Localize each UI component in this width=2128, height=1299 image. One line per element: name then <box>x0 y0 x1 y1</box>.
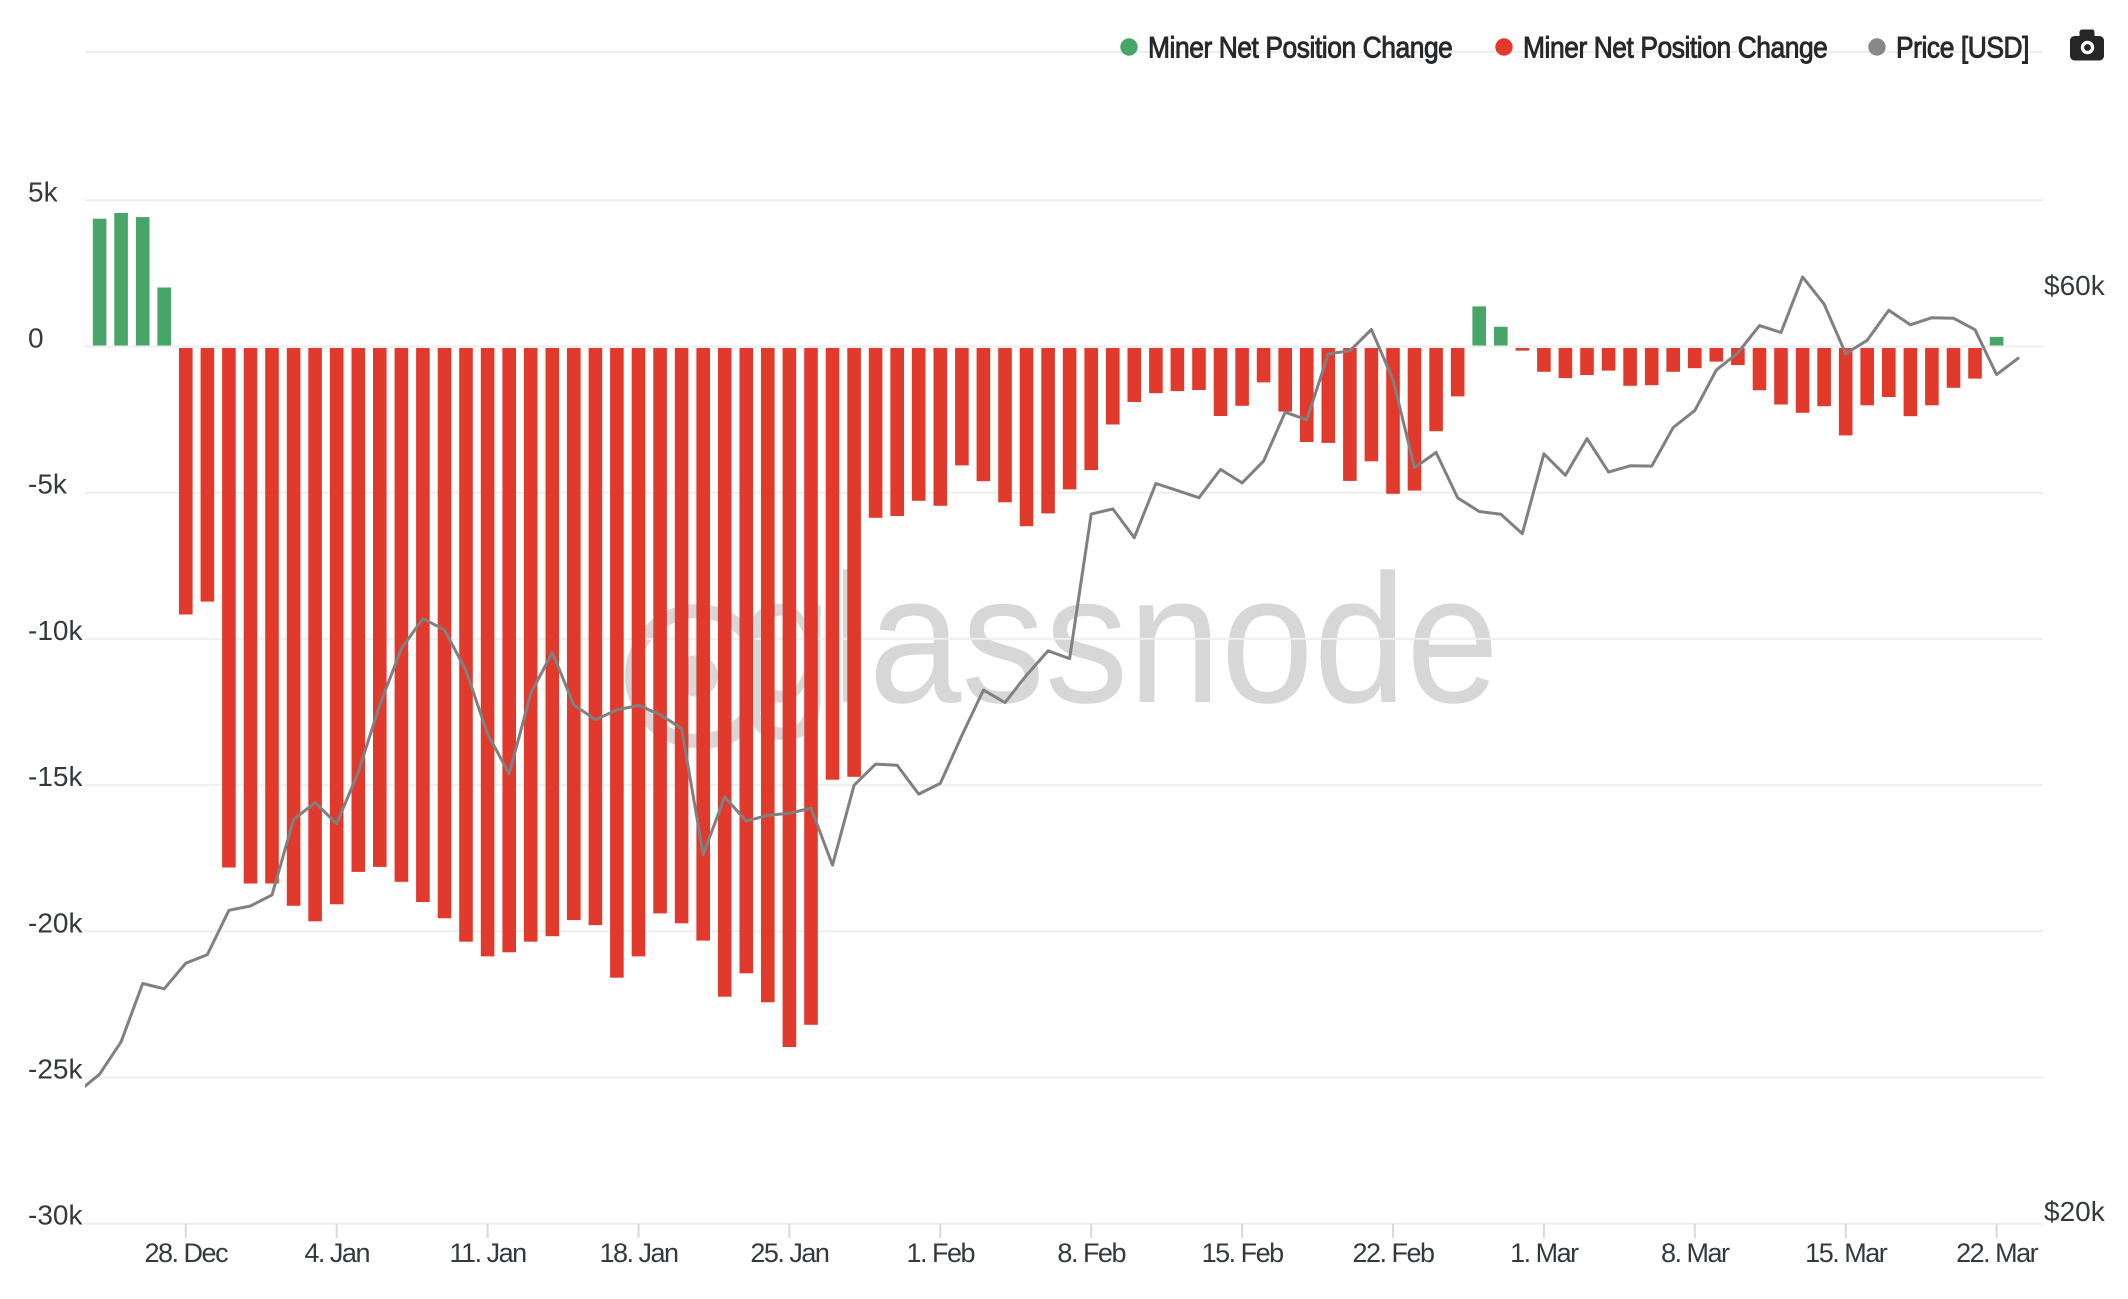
svg-text:$20k: $20k <box>2044 1196 2106 1227</box>
svg-text:22. Feb: 22. Feb <box>1352 1238 1434 1268</box>
svg-text:-10k: -10k <box>28 615 83 646</box>
svg-text:8. Feb: 8. Feb <box>1057 1238 1125 1268</box>
svg-text:22. Mar: 22. Mar <box>1956 1238 2039 1268</box>
svg-text:0: 0 <box>28 323 44 354</box>
svg-text:-30k: -30k <box>28 1200 83 1231</box>
svg-text:28. Dec: 28. Dec <box>145 1238 229 1268</box>
svg-text:Miner Net Position Change: Miner Net Position Change <box>1148 30 1452 64</box>
svg-text:-15k: -15k <box>28 761 83 792</box>
svg-text:-25k: -25k <box>28 1054 83 1085</box>
svg-text:8. Mar: 8. Mar <box>1661 1238 1730 1268</box>
svg-text:4. Jan: 4. Jan <box>304 1238 369 1268</box>
svg-text:Miner Net Position Change: Miner Net Position Change <box>1523 30 1827 64</box>
svg-text:1. Mar: 1. Mar <box>1510 1238 1579 1268</box>
svg-text:18. Jan: 18. Jan <box>599 1238 678 1268</box>
svg-text:1. Feb: 1. Feb <box>907 1238 975 1268</box>
svg-text:Price [USD]: Price [USD] <box>1896 30 2029 64</box>
svg-text:11. Jan: 11. Jan <box>450 1238 527 1268</box>
svg-text:-20k: -20k <box>28 907 83 938</box>
svg-text:-5k: -5k <box>28 469 68 500</box>
svg-text:5k: 5k <box>28 176 59 207</box>
svg-text:15. Mar: 15. Mar <box>1805 1238 1888 1268</box>
svg-text:25. Jan: 25. Jan <box>750 1238 829 1268</box>
svg-text:$60k: $60k <box>2044 270 2106 301</box>
svg-text:15. Feb: 15. Feb <box>1202 1238 1284 1268</box>
